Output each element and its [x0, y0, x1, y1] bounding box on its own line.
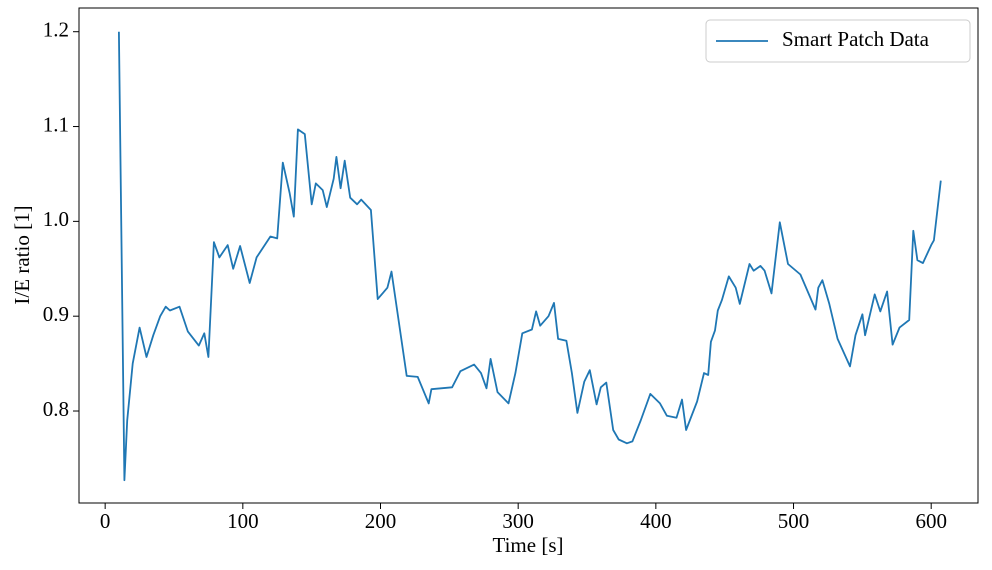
y-tick-label: 0.8 — [43, 397, 69, 421]
y-axis-label: I/E ratio [1] — [10, 205, 34, 304]
x-tick-label: 300 — [502, 509, 534, 533]
x-axis-label: Time [s] — [493, 533, 564, 557]
legend-label: Smart Patch Data — [782, 27, 930, 51]
line — [118, 31, 942, 482]
x-tick-label: 500 — [778, 509, 810, 533]
legend-box — [705, 19, 971, 63]
plot-frame — [78, 7, 979, 504]
y-tick-label: 0.9 — [43, 302, 69, 326]
y-tick-label: 1.2 — [43, 18, 69, 42]
x-tick-label: 0 — [100, 509, 111, 533]
x-tick-label: 600 — [915, 509, 947, 533]
x-tick-label: 400 — [640, 509, 672, 533]
y-tick-label: 1.1 — [43, 112, 69, 136]
x-tick-label: 200 — [365, 509, 397, 533]
x-tick-label: 100 — [227, 509, 259, 533]
y-tick-label: 1.0 — [43, 207, 69, 231]
